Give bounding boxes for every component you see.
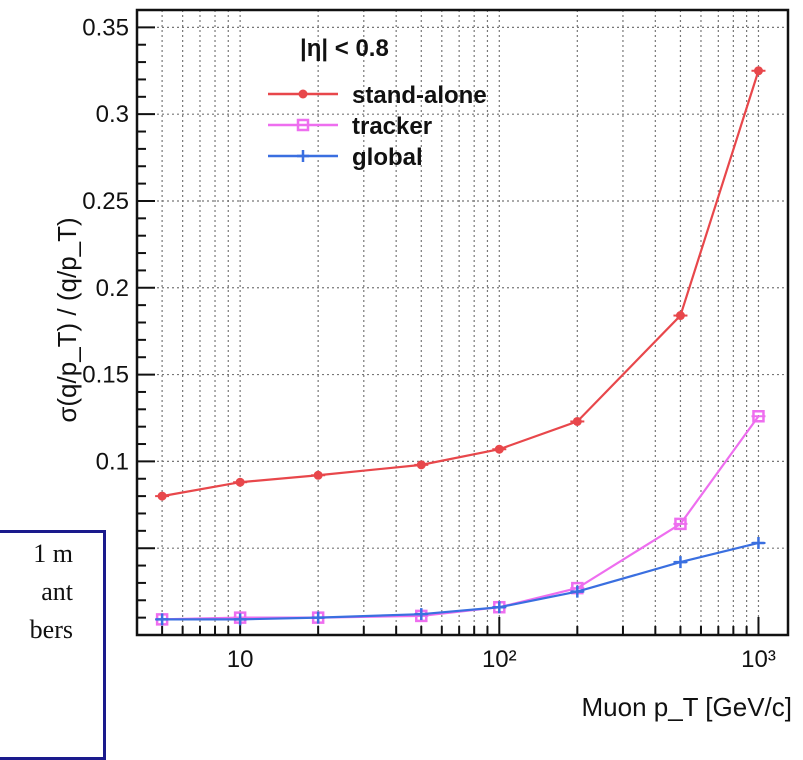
- y-tick-label: 0.25: [82, 188, 129, 215]
- overlay-line-1: 1 m: [33, 539, 73, 568]
- data-point: [572, 416, 582, 426]
- series-tracker: [155, 410, 766, 626]
- data-point: [157, 491, 167, 501]
- data-point: [313, 470, 323, 480]
- legend-label: stand-alone: [352, 82, 487, 109]
- data-point: [675, 311, 685, 321]
- legend: |η| < 0.8 stand-alone tracker global: [268, 35, 487, 171]
- data-point: [415, 608, 428, 621]
- data-point: [674, 556, 687, 569]
- y-tick-label: 0.35: [82, 14, 129, 41]
- legend-title: |η| < 0.8: [300, 35, 389, 62]
- x-tick-label: 10³: [741, 646, 776, 673]
- data-point: [297, 150, 309, 162]
- data-point: [752, 410, 765, 423]
- y-tick-label: 0.1: [96, 448, 129, 475]
- series-line: [162, 541, 759, 621]
- data-point: [156, 613, 169, 626]
- data-point: [674, 517, 687, 531]
- resolution-chart: 0.1 0.15 0.2 0.25 0.3 0.35 10 10² 10³ Muon p_T […: [52, 8, 792, 722]
- data-point: [493, 601, 506, 614]
- series-global: [155, 536, 766, 626]
- y-tick-label: 0.15: [82, 362, 129, 389]
- x-axis-title: Muon p_T [GeV/c]: [581, 692, 792, 722]
- legend-label: tracker: [352, 113, 432, 140]
- data-point: [753, 66, 763, 76]
- data-point: [494, 444, 504, 454]
- axis-ticks: 0.1 0.15 0.2 0.25 0.3 0.35 10 10² 10³: [82, 9, 776, 673]
- series-stand-alone: [155, 66, 766, 501]
- data-point: [234, 613, 247, 626]
- series-group: [155, 66, 766, 626]
- series-line: [161, 70, 760, 498]
- data-point: [296, 118, 310, 132]
- x-tick-label: 10²: [482, 646, 517, 673]
- data-point: [235, 477, 245, 487]
- grid: [136, 10, 788, 635]
- y-tick-label: 0.2: [96, 275, 129, 302]
- data-point: [416, 460, 426, 470]
- y-tick-label: 0.3: [96, 101, 129, 128]
- data-point: [571, 585, 584, 598]
- data-point: [752, 536, 765, 549]
- overlay-line-3: bers: [29, 615, 73, 644]
- data-point: [312, 611, 325, 624]
- data-point: [298, 89, 308, 99]
- x-tick-label: 10: [227, 646, 254, 673]
- series-line: [162, 415, 760, 621]
- partial-text-overlay: 1 m ant bers: [0, 530, 106, 760]
- legend-label: global: [352, 144, 423, 171]
- y-axis-title: σ(q/p_T) / (q/p_T): [52, 217, 82, 422]
- overlay-line-2: ant: [41, 577, 73, 606]
